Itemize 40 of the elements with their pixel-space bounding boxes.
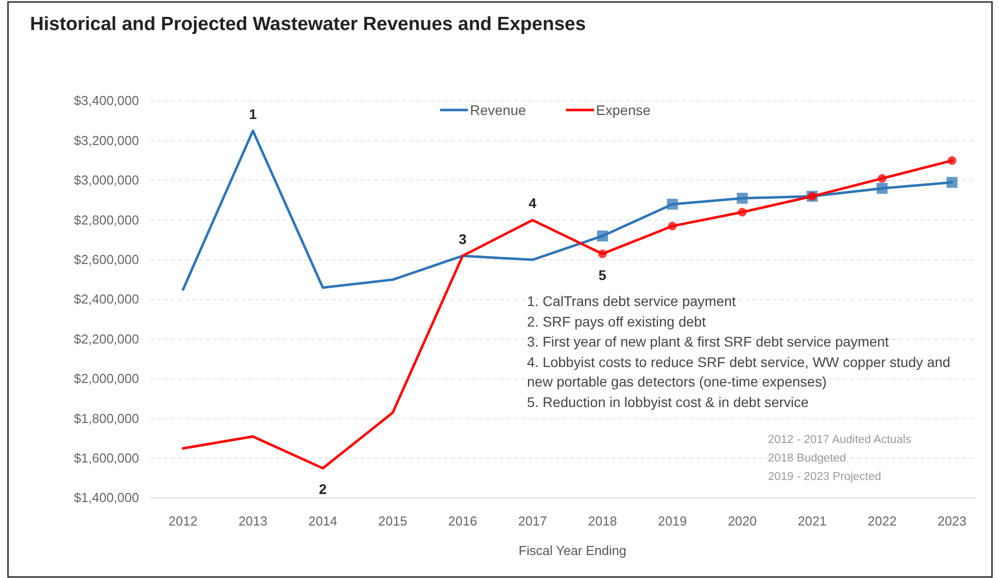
x-tick-label: 2023	[938, 514, 966, 529]
annotation: 3	[458, 230, 467, 247]
annotation: 1. CalTrans debt service payment	[527, 293, 736, 309]
annotation: 5	[598, 266, 607, 283]
x-tick-label: 2017	[518, 514, 548, 529]
x-tick-label: 2020	[728, 514, 757, 529]
annotation: 5. Reduction in lobbyist cost & in debt service	[527, 394, 809, 410]
y-tick-label: $1,800,000	[74, 410, 139, 426]
annotation: 2012 - 2017 Audited Actuals	[768, 434, 912, 446]
x-tick-label: 2013	[238, 514, 268, 529]
y-tick-label: $1,400,000	[74, 490, 139, 506]
x-tick-label: 2014	[308, 514, 338, 529]
y-tick-label: $2,000,000	[74, 371, 139, 386]
x-tick-label: 2018	[588, 514, 617, 529]
y-tick-label: $3,000,000	[74, 172, 139, 188]
x-tick-label: 2015	[378, 514, 408, 529]
annotation: 2	[318, 481, 327, 498]
annotation: 4. Lobbyist costs to reduce SRF debt service, WW copper study and new portable gas detectors (one-time expenses)	[527, 354, 950, 390]
y-tick-label: $2,600,000	[74, 252, 139, 267]
y-tick-label: $2,400,000	[74, 292, 139, 307]
x-tick-label: 2016	[448, 514, 478, 529]
x-tick-label: 2019	[658, 514, 687, 529]
legend-label: Revenue	[470, 102, 526, 118]
annotation: 2. SRF pays off existing debt	[527, 313, 706, 330]
chart-title: Historical and Projected Wastewater Revenues and Expenses	[30, 14, 586, 35]
y-tick-label: $1,600,000	[74, 450, 139, 466]
annotation: 2018 Budgeted	[768, 452, 846, 464]
y-tick-label: $3,400,000	[74, 93, 139, 108]
y-tick-label: $3,200,000	[74, 132, 139, 148]
x-axis-title: Fiscal Year Ending	[518, 543, 626, 558]
x-tick-label: 2022	[868, 514, 897, 529]
annotation: 1	[249, 106, 258, 122]
annotation: 2019 - 2023 Projected	[768, 470, 882, 483]
legend-label: Expense	[596, 102, 651, 118]
y-tick-label: $2,800,000	[74, 212, 139, 228]
annotation: 3. First year of new plant & first SRF debt service payment	[527, 334, 889, 350]
annotation: 4	[528, 195, 537, 212]
y-tick-label: $2,200,000	[74, 331, 139, 346]
x-tick-label: 2021	[798, 514, 827, 529]
x-tick-label: 2012	[168, 514, 198, 529]
